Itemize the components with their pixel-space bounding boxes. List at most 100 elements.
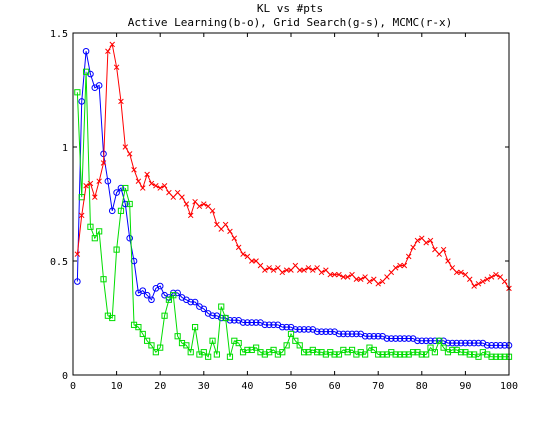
data-point-square — [96, 228, 103, 235]
data-point-circle — [270, 321, 277, 329]
data-point-circle — [405, 335, 413, 342]
data-point-square — [270, 346, 277, 354]
data-point-square — [392, 351, 399, 358]
data-point-circle — [401, 335, 408, 342]
data-point-circle — [496, 342, 504, 349]
data-point-square — [209, 337, 216, 344]
data-point-x — [366, 278, 373, 285]
data-point-circle — [457, 339, 465, 347]
data-point-circle — [108, 207, 116, 215]
data-point-x — [310, 267, 316, 273]
y-tick-label: 0 — [62, 371, 68, 382]
data-point-x — [493, 271, 499, 278]
data-point-square — [126, 200, 133, 208]
data-point-square — [497, 353, 504, 360]
data-point-x — [445, 258, 451, 264]
data-point-circle — [239, 319, 247, 326]
data-point-circle — [74, 278, 81, 285]
data-point-square — [213, 351, 220, 358]
data-point-x — [205, 203, 211, 210]
data-point-circle — [449, 339, 456, 347]
data-point-x — [192, 198, 198, 205]
data-point-x — [240, 251, 246, 257]
data-point-square — [375, 351, 382, 358]
data-point-square — [244, 346, 251, 354]
data-point-circle — [483, 342, 491, 349]
data-point-x — [288, 267, 294, 273]
data-point-square — [74, 89, 81, 96]
data-point-square — [165, 296, 173, 303]
data-point-circle — [78, 98, 86, 105]
data-point-square — [218, 303, 225, 310]
data-point-x — [480, 278, 486, 285]
data-point-x — [249, 258, 255, 264]
data-point-circle — [95, 82, 103, 89]
series-x — [74, 41, 512, 292]
data-point-circle — [344, 330, 351, 338]
data-point-x — [244, 253, 251, 260]
data-point-x — [436, 251, 442, 257]
data-point-circle — [126, 234, 133, 242]
data-point-x — [153, 183, 159, 189]
data-point-x — [87, 180, 94, 187]
data-point-x — [405, 253, 412, 260]
data-point-x — [340, 274, 347, 280]
x-tick-label: 100 — [500, 381, 518, 392]
chart-title: KL vs #pts — [257, 2, 323, 15]
data-point-circle — [348, 330, 356, 338]
data-point-square — [226, 353, 234, 360]
data-point-square — [279, 349, 286, 356]
data-point-square — [348, 346, 356, 354]
data-point-x — [92, 194, 98, 200]
data-point-x — [170, 194, 177, 200]
data-point-square — [148, 342, 155, 349]
data-point-circle — [209, 312, 216, 320]
data-point-x — [349, 271, 355, 278]
data-point-square — [449, 346, 456, 354]
data-point-x — [501, 278, 508, 285]
data-point-x — [419, 235, 425, 241]
data-point-square — [396, 351, 404, 358]
data-point-x — [449, 265, 456, 271]
data-point-square — [222, 314, 229, 322]
data-point-square — [283, 342, 290, 349]
data-point-circle — [383, 335, 391, 342]
data-point-square — [87, 223, 94, 230]
data-point-circle — [305, 326, 312, 333]
x-tick-label: 50 — [285, 381, 297, 392]
data-point-circle — [187, 298, 195, 306]
plot-frame — [72, 32, 510, 376]
y-tick-label: 1.5 — [50, 29, 68, 40]
data-point-circle — [117, 184, 125, 192]
data-point-circle — [366, 332, 373, 340]
data-point-circle — [340, 330, 347, 338]
data-point-x — [187, 212, 194, 219]
series-square — [74, 68, 513, 360]
data-point-circle — [139, 287, 147, 294]
data-point-x — [462, 271, 469, 278]
x-tick-label: 60 — [329, 381, 341, 392]
data-point-x — [384, 274, 390, 280]
data-point-x — [227, 228, 233, 235]
data-point-square — [91, 235, 98, 242]
y-tick-label: 1 — [62, 143, 68, 154]
data-point-circle — [470, 339, 478, 347]
data-point-x — [135, 178, 142, 184]
data-point-x — [174, 189, 181, 196]
data-point-x — [397, 262, 403, 269]
data-point-circle — [217, 314, 225, 322]
data-point-x — [126, 151, 133, 157]
data-point-x — [100, 160, 107, 166]
data-point-x — [327, 271, 333, 278]
data-point-x — [83, 183, 89, 189]
data-point-x — [318, 269, 325, 276]
data-point-x — [336, 271, 342, 278]
data-point-circle — [453, 339, 460, 347]
data-point-square — [152, 349, 159, 356]
data-point-circle — [370, 332, 378, 340]
data-point-square — [292, 337, 299, 344]
data-point-x — [375, 281, 381, 287]
chart-subtitle: Active Learning(b-o), Grid Search(g-s), … — [128, 16, 453, 29]
data-point-square — [300, 349, 308, 356]
data-point-x — [78, 212, 85, 219]
